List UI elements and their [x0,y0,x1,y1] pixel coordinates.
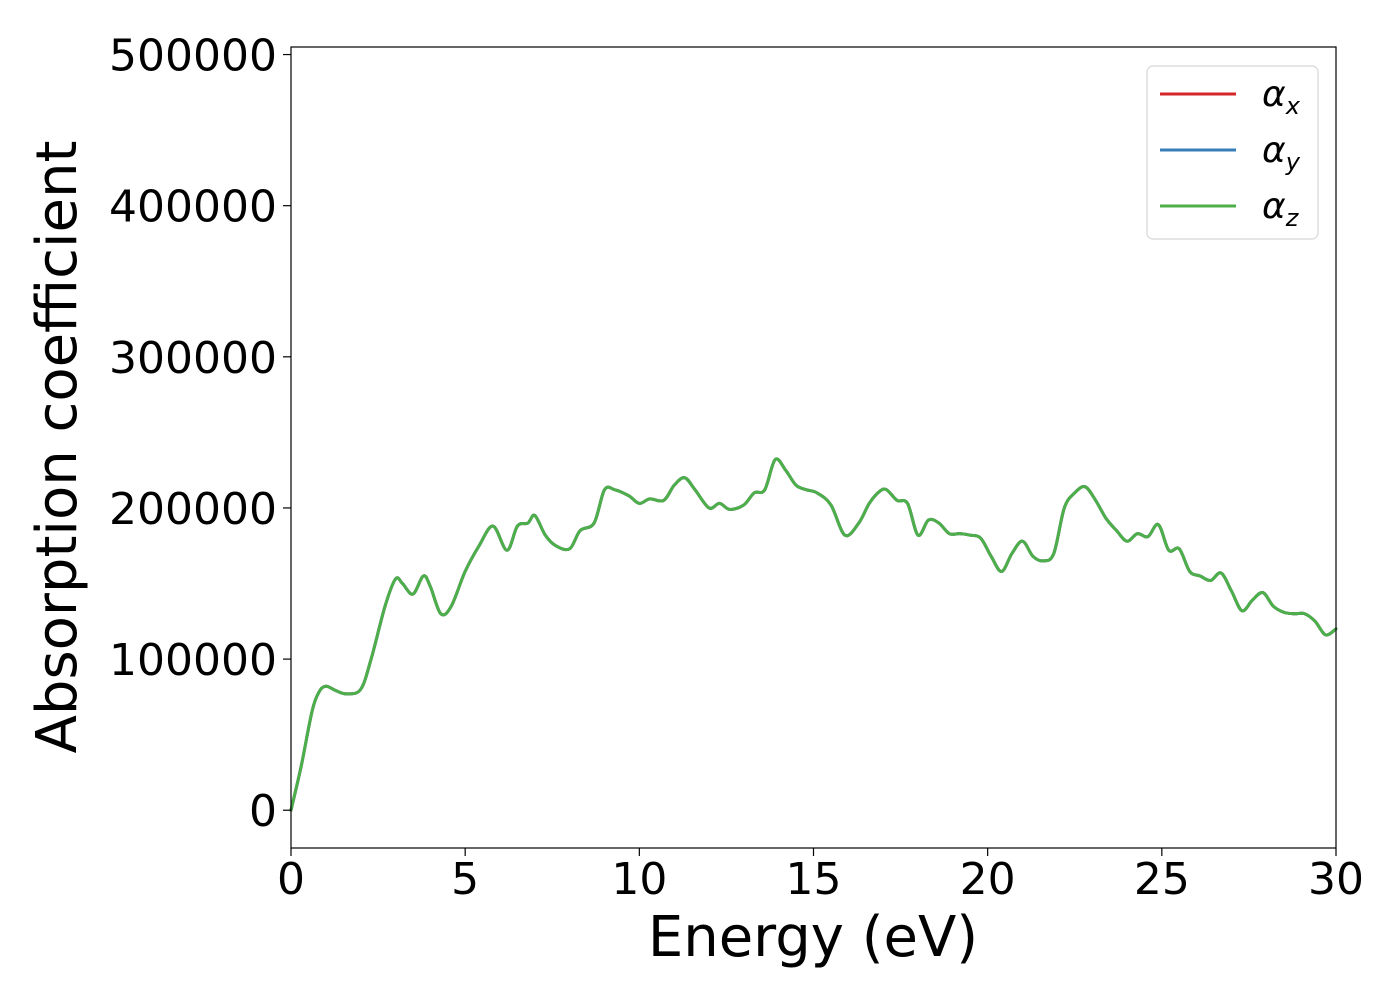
x-tick-label: 10 [611,854,667,905]
y-tick-label: 400000 [109,182,277,233]
y-tick-label: 200000 [109,484,277,535]
legend-label-y: αy [1262,130,1301,176]
x-tick-label: 15 [786,854,842,905]
legend-box [1146,65,1319,240]
y-tick-label: 500000 [109,31,277,82]
x-axis-ticks: 0 5 10 15 20 25 30 [277,848,1364,905]
x-tick-label: 0 [277,854,305,905]
x-tick-label: 25 [1134,854,1190,905]
plot-lines [289,457,1338,812]
x-tick-label: 5 [451,854,479,905]
x-tick-label: 20 [960,854,1016,905]
x-axis-title: Energy (eV) [648,905,978,970]
y-tick-label: 300000 [109,333,277,384]
series-line-z [289,457,1338,812]
y-axis-title: Absorption coefficient [25,141,90,754]
y-tick-label: 0 [249,786,277,837]
legend: αx αy αz [1146,65,1319,240]
legend-label-z: αz [1262,186,1300,232]
y-axis-ticks: 0 100000 200000 300000 400000 500000 [109,31,291,837]
y-tick-label: 100000 [109,635,277,686]
x-tick-label: 30 [1308,854,1364,905]
legend-label-x: αx [1262,74,1301,120]
